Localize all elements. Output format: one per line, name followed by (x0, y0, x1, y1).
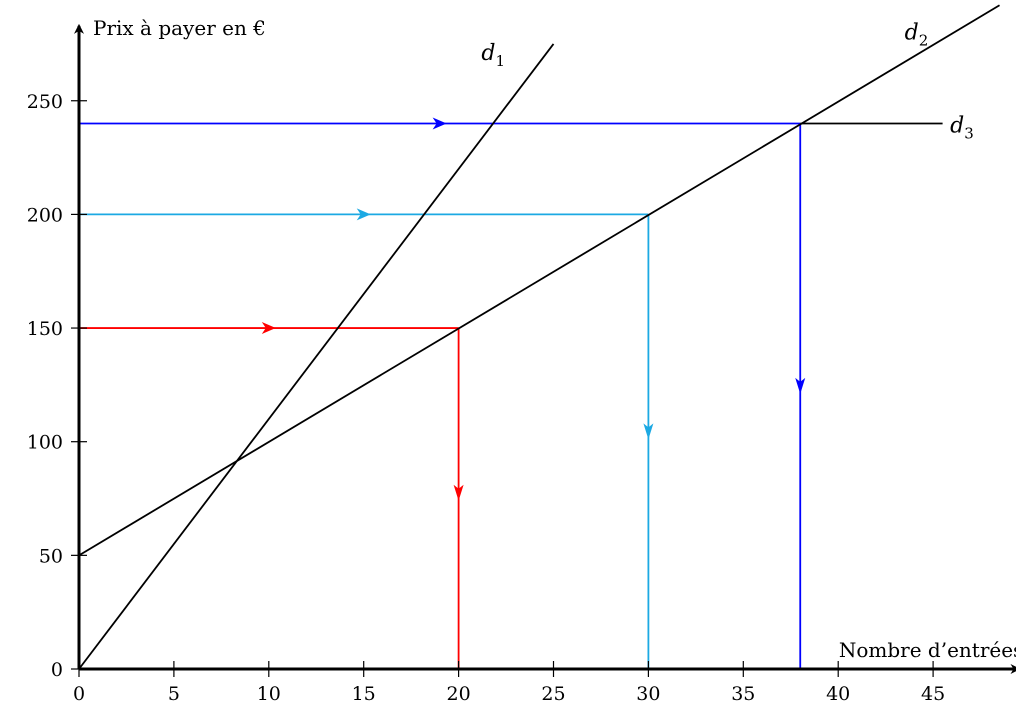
x-tick-label: 20 (447, 683, 471, 705)
y-tick-label: 50 (39, 545, 63, 567)
series-line-d2 (79, 5, 1000, 555)
series-lines (79, 5, 1000, 669)
x-axis-title: Nombre d’entrées (839, 638, 1016, 662)
x-tick-label: 25 (541, 683, 565, 705)
x-tick-label: 30 (636, 683, 660, 705)
y-tick-label: 200 (27, 204, 63, 226)
y-axis-title: Prix à payer en € (93, 16, 266, 40)
y-tick-label: 250 (27, 91, 63, 113)
x-tick-label: 45 (921, 683, 945, 705)
y-tick-label: 0 (51, 659, 63, 681)
x-tick-label: 10 (257, 683, 281, 705)
x-tick-label: 15 (352, 683, 376, 705)
x-tick-label: 0 (73, 683, 85, 705)
x-tick-label: 40 (826, 683, 850, 705)
y-tick-label: 150 (27, 318, 63, 340)
y-tick-label: 100 (27, 432, 63, 454)
line-label-d1: d1 (481, 41, 505, 70)
x-tick-label: 35 (731, 683, 755, 705)
line-label-d2: d2 (905, 20, 929, 49)
series-line-d1 (79, 44, 554, 669)
line-label-d3: d3 (950, 114, 974, 143)
x-tick-label: 5 (168, 683, 180, 705)
guide-lines (79, 117, 805, 669)
